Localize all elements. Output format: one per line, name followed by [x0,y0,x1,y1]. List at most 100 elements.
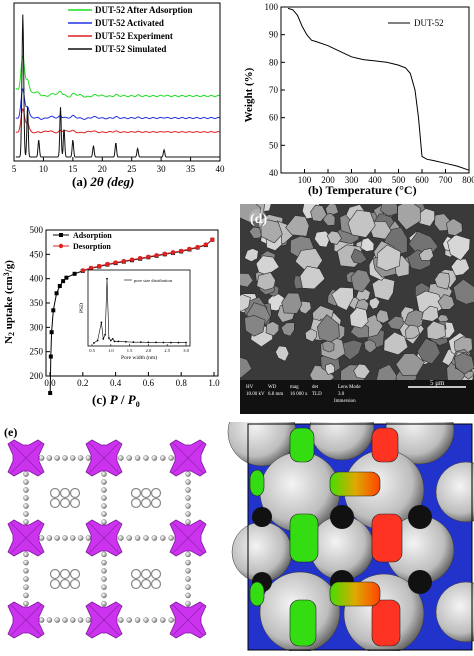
sem-field-value: TLD [312,392,322,397]
pxrd-legend-label: DUT-52 Experiment [95,31,173,41]
sem-crystal [377,310,390,324]
sem-field-name: HV [246,385,254,390]
panel-e-label: (e) [4,425,17,439]
isotherm-legend-label: Desorption [73,242,111,251]
linker-atom [185,601,190,606]
isotherm-x-tick-label: 0.4 [110,378,122,388]
linker-atom [78,535,83,540]
tga-x-tick-label: 600 [415,175,429,185]
linker-atom [70,455,75,460]
adsorption-point [58,284,62,288]
linker-ring [51,489,60,498]
linker-ring [71,489,80,498]
linker-atom [23,585,28,590]
inset-point [112,338,114,340]
linker-atom [55,455,60,460]
tga-series-line [288,8,469,170]
linker-atom [86,455,91,460]
linker-atom [127,535,132,540]
sem-field-value: 16 000 x [290,392,308,397]
sem-field-name: mag [290,385,299,390]
pxrd-series-1 [16,89,220,119]
tga-x-tick-label: 800 [462,175,474,185]
sem-field-value: 3.0 [338,392,345,397]
pxrd-series-0 [16,56,220,97]
linker-ring [132,489,141,498]
desorption-point [89,266,93,270]
linker-atom [86,617,91,622]
desorption-point [163,252,167,256]
sem-scale-label: 5 μm [430,379,445,387]
sem-field-name: Lens Mode [338,385,361,390]
inset-x-tick-label: 2.5 [164,348,170,353]
adsorption-point [64,276,68,280]
pxrd-x-tick-label: 5 [12,164,17,174]
adsorption-point [49,355,53,359]
linker-atom [78,617,83,622]
inset-x-tick-label: 3.0 [183,348,189,353]
linker-atom [23,495,28,500]
panel-a-caption: (a) 2θ (deg) [72,174,134,189]
linker-atom [23,560,28,565]
inset-point [106,278,108,280]
isotherm-x-tick-label: 0.8 [176,378,188,388]
pore-surface-model [228,422,474,651]
linker-atom [143,455,148,460]
desorption-point [113,260,117,264]
isotherm-legend-marker [59,244,63,248]
adsorption-point [51,308,55,312]
pore-channel-green [290,600,316,646]
linker-ring [152,580,161,589]
linker-atom [62,455,67,460]
desorption-point [130,257,134,261]
linker-atom [127,617,132,622]
linker-ring [142,570,151,579]
linker-ring [71,499,80,508]
pxrd-legend-label: DUT-52 Activated [95,18,164,28]
tga-y-tick-label: 80 [269,57,279,67]
linker-atom [62,535,67,540]
linker-atom [185,511,190,516]
linker-atom [160,455,165,460]
inset-point [132,341,134,343]
pxrd-series-2 [16,109,220,133]
linker-atom [185,479,190,484]
linker-atom [118,535,123,540]
adsorption-point [50,330,54,334]
linker-atom [185,560,190,565]
linker-atom [39,535,44,540]
linker-ring [132,570,141,579]
pxrd-legend-label: DUT-52 Simulated [95,44,166,54]
linker-atom [135,535,140,540]
linker-atom [152,455,157,460]
inset-x-tick-label: 2.0 [146,348,152,353]
linker-atom [101,601,106,606]
linker-atom [23,487,28,492]
cavity-shadow [252,507,272,527]
inset-point [185,342,187,344]
linker-atom [23,601,28,606]
linker-atom [101,503,106,508]
tga-legend-label: DUT-52 [414,18,444,28]
pxrd-x-tick-label: 30 [157,164,167,174]
sem-lens-mode: Immersion [334,399,356,404]
linker-atom [160,617,165,622]
desorption-point [179,249,183,253]
sem-field-name: det [312,385,319,390]
isotherm-y-tick-label: 300 [30,322,44,332]
linker-atom [47,455,52,460]
linker-atom [47,617,52,622]
desorption-point [195,245,199,249]
tga-curve [288,8,469,170]
isotherm-y-tick-label: 200 [30,371,44,381]
inset-x-tick-label: 1.0 [108,348,114,353]
linker-atom [143,535,148,540]
inset-x-tick-label: 1.5 [127,348,133,353]
linker-ring [61,489,70,498]
linker-atom [185,519,190,524]
